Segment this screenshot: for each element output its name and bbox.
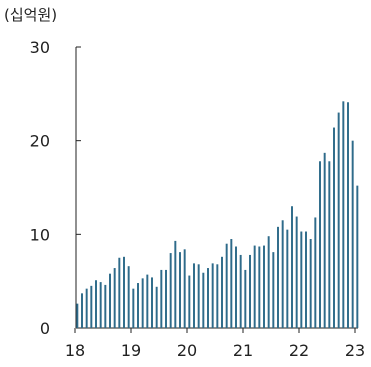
tick-labels: 0 10 20 30 18 19 20 21 22 23 xyxy=(30,38,366,360)
bar: 2018-07: 4.6 xyxy=(104,284,107,328)
bar: 2018-04: 4.5 xyxy=(90,285,93,328)
bar: 2018-08: 5.8 xyxy=(109,273,111,328)
bar: 2020-05: 6.4 xyxy=(207,268,209,328)
y-tick-label: 20 xyxy=(30,132,50,151)
bar: 2022-06: 18.7 xyxy=(323,152,326,328)
bar: 2018-10: 7.5 xyxy=(118,257,121,328)
y-tick-label: 10 xyxy=(30,225,50,244)
bar: 2022-07: 17.8 xyxy=(328,161,331,328)
y-unit-label: (십억원) xyxy=(4,6,58,24)
x-tick-label: 19 xyxy=(121,341,141,360)
bar: 2019-03: 5.3 xyxy=(141,278,144,328)
bars: 2018-01: 2.62018-02: 3.72018-03: 4.22018… xyxy=(76,101,359,328)
y-tick-label: 0 xyxy=(40,319,50,338)
bar: 2020-04: 5.9 xyxy=(202,272,205,328)
bar: 2019-07: 6.2 xyxy=(160,269,163,328)
bar: 2019-10: 9.3 xyxy=(174,240,177,328)
bar: 2022-10: 24.2 xyxy=(342,101,345,328)
bar: 2022-03: 9.5 xyxy=(309,239,312,328)
bar: 2019-08: 6.2 xyxy=(165,269,167,328)
bar: 2020-10: 9.5 xyxy=(230,239,233,328)
bar: 2018-05: 5.1 xyxy=(95,280,97,328)
x-tick-label: 21 xyxy=(233,341,253,360)
bar: 2022-08: 21.4 xyxy=(333,127,335,328)
bar: 2019-09: 8 xyxy=(169,253,172,328)
bar: 2022-04: 11.8 xyxy=(314,217,317,328)
bar: 2018-02: 3.7 xyxy=(81,293,83,328)
bar: 2022-12: 20 xyxy=(351,140,354,328)
bar: 2018-09: 6.4 xyxy=(113,268,116,328)
x-tick-label: 18 xyxy=(65,341,85,360)
x-tick-label: 22 xyxy=(289,341,309,360)
bar: 2020-11: 8.7 xyxy=(235,246,237,328)
bar: 2019-01: 4.2 xyxy=(132,288,135,328)
bar: : 15.2 xyxy=(356,185,359,328)
bar: 2020-07: 6.8 xyxy=(216,264,219,328)
bar: 2019-11: 8.1 xyxy=(179,252,181,328)
bar: 2020-08: 7.6 xyxy=(221,256,223,328)
bar: 2019-06: 4.4 xyxy=(155,286,158,328)
bar: 2018-03: 4.2 xyxy=(85,288,88,328)
bar: 2019-12: 8.4 xyxy=(183,249,186,328)
bar: 2020-09: 9 xyxy=(225,243,228,328)
bar: 2020-06: 6.9 xyxy=(211,263,214,328)
bar: 2020-12: 7.8 xyxy=(239,254,242,328)
bar: 2018-01: 2.6 xyxy=(76,303,79,328)
bar: 2019-05: 5.4 xyxy=(151,277,153,328)
bar: 2018-11: 7.6 xyxy=(123,256,125,328)
bar: 2022-02: 10.3 xyxy=(305,231,307,328)
bar: 2020-02: 6.9 xyxy=(193,263,195,328)
bar: 2020-01: 5.6 xyxy=(188,275,191,328)
bar: 2022-05: 17.8 xyxy=(319,161,321,328)
bar: 2022-01: 10.3 xyxy=(300,231,303,328)
bar: 2019-04: 5.7 xyxy=(146,274,149,328)
bar: 2022-11: 24.1 xyxy=(347,102,349,328)
bar: 2022-09: 23 xyxy=(337,112,340,328)
bar: 2018-12: 6.6 xyxy=(127,266,130,328)
bar: 2018-06: 4.9 xyxy=(99,282,102,328)
bar: 2020-03: 6.8 xyxy=(197,264,200,328)
y-tick-label: 30 xyxy=(30,38,50,57)
x-tick-label: 23 xyxy=(345,341,365,360)
bar: 2019-02: 4.8 xyxy=(137,283,139,328)
x-tick-label: 20 xyxy=(177,341,197,360)
